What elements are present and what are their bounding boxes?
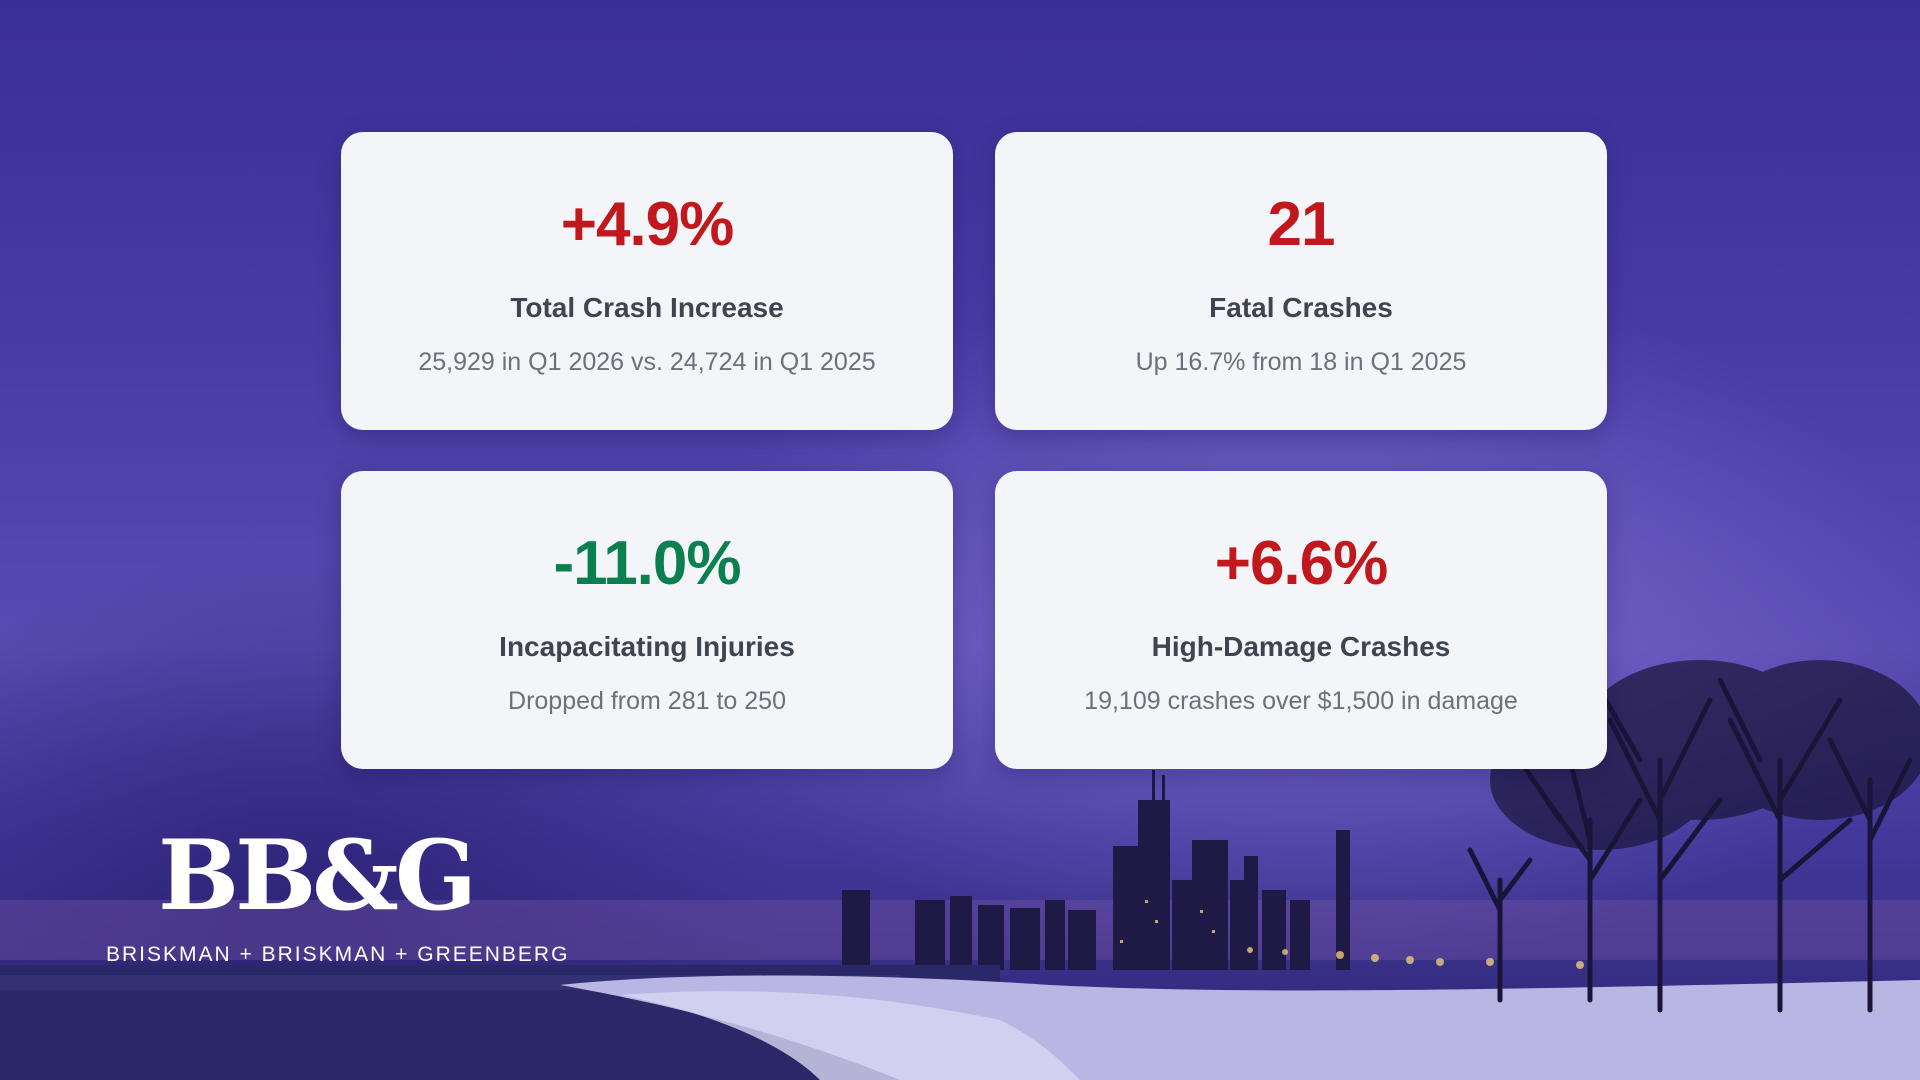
firm-logo: BB&G BRISKMAN + BRISKMAN + GREENBERG — [100, 819, 567, 968]
logo-monogram: BB&G — [158, 819, 477, 932]
stat-label: Fatal Crashes — [1209, 292, 1393, 323]
stat-label: Total Crash Increase — [510, 292, 784, 323]
stat-description: Up 16.7% from 18 in Q1 2025 — [1135, 348, 1467, 376]
stat-description: 25,929 in Q1 2026 vs. 24,724 in Q1 2025 — [418, 348, 876, 376]
stat-card-incapacitating-injuries: -11.0% Incapacitating Injuries Dropped f… — [341, 471, 953, 769]
stat-card-high-damage-crashes: +6.6% High-Damage Crashes 19,109 crashes… — [995, 471, 1607, 769]
stat-value: +4.9% — [560, 190, 735, 259]
stat-value: +6.6% — [1214, 529, 1389, 598]
stat-label: High-Damage Crashes — [1151, 631, 1451, 662]
stat-value: -11.0% — [553, 529, 741, 598]
stat-description: Dropped from 281 to 250 — [508, 687, 786, 715]
logo-firm-name: BRISKMAN + BRISKMAN + GREENBERG — [106, 943, 570, 966]
stat-card-total-crash-increase: +4.9% Total Crash Increase 25,929 in Q1 … — [341, 132, 953, 430]
stat-label: Incapacitating Injuries — [499, 631, 795, 662]
stat-description: 19,109 crashes over $1,500 in damage — [1084, 687, 1518, 715]
stat-value: 21 — [1267, 190, 1336, 259]
stat-card-fatal-crashes: 21 Fatal Crashes Up 16.7% from 18 in Q1 … — [995, 132, 1607, 430]
